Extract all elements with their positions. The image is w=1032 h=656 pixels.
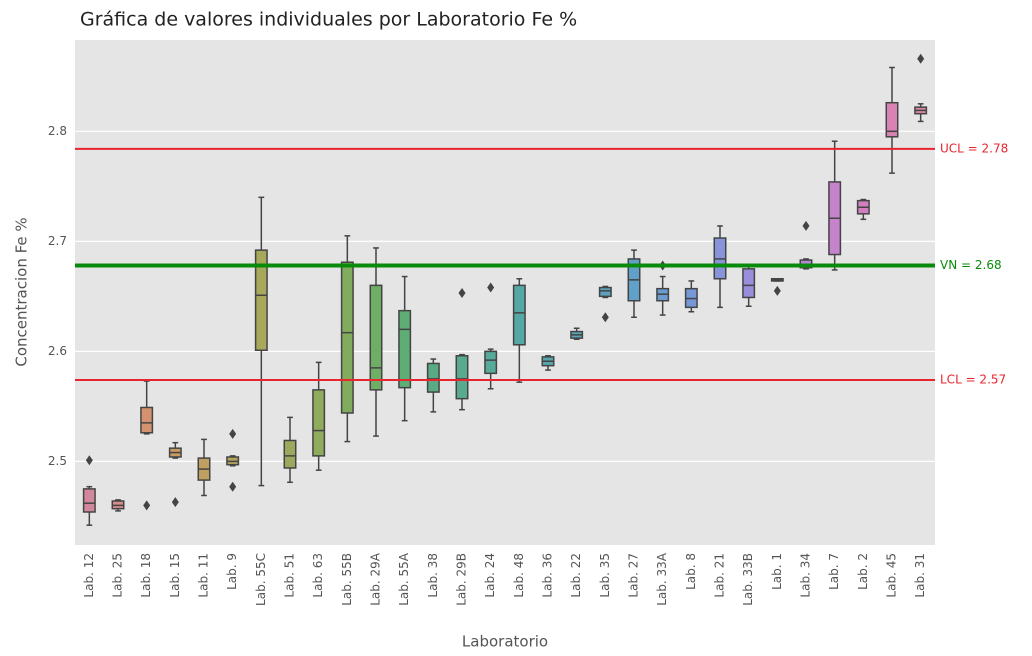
outlier [229, 428, 237, 439]
x-tick-label: Lab. 34 [799, 553, 813, 598]
x-tick-label: Lab. 24 [483, 553, 497, 598]
x-tick-label: Lab. 48 [512, 553, 526, 598]
x-tick-label: Lab. 7 [827, 553, 841, 590]
x-tick-label: Lab. 29A [369, 552, 383, 606]
box [484, 350, 498, 375]
reference-label: UCL = 2.78 [940, 141, 1008, 155]
x-tick-label: Lab. 55A [397, 552, 411, 606]
y-tick-label: 2.6 [48, 344, 67, 358]
x-tick-label: Lab. 55C [254, 553, 268, 606]
outlier [487, 282, 495, 293]
x-tick-label: Lab. 33A [655, 552, 669, 606]
outlier [458, 288, 466, 299]
x-tick-label: Lab. 9 [225, 553, 239, 590]
x-tick-label: Lab. 35 [598, 553, 612, 598]
y-tick-label: 2.8 [48, 124, 67, 138]
box [512, 284, 526, 346]
box [140, 406, 154, 434]
x-tick-label: Lab. 15 [168, 553, 182, 598]
x-tick-label: Lab. 55B [340, 553, 354, 606]
x-tick-label: Lab. 38 [426, 553, 440, 598]
outlier [171, 497, 179, 508]
x-tick-label: Lab. 11 [197, 553, 211, 598]
box [398, 309, 412, 389]
outlier [917, 53, 925, 64]
x-tick-label: Lab. 29B [455, 553, 469, 606]
outlier [143, 500, 151, 511]
box [742, 268, 756, 299]
x-tick-label: Lab. 27 [627, 553, 641, 598]
x-tick-label: Lab. 2 [856, 553, 870, 590]
x-tick-label: Lab. 8 [684, 553, 698, 590]
x-tick-label: Lab. 63 [311, 553, 325, 598]
outlier [85, 455, 93, 466]
y-tick-label: 2.7 [48, 234, 67, 248]
box [455, 355, 469, 400]
outlier [802, 220, 810, 231]
box [369, 284, 383, 391]
x-axis-label: Laboratorio [462, 633, 548, 651]
x-tick-label: Lab. 51 [283, 553, 297, 598]
box [254, 249, 268, 352]
box [312, 389, 326, 457]
box [885, 101, 899, 138]
x-tick-label: Lab. 31 [913, 553, 927, 598]
x-tick-label: Lab. 12 [82, 553, 96, 598]
x-tick-label: Lab. 36 [541, 553, 555, 598]
chart-title: Gráfica de valores individuales por Labo… [80, 9, 577, 31]
x-tick-label: Lab. 18 [139, 553, 153, 598]
reference-label: VN = 2.68 [940, 258, 1002, 272]
x-tick-label: Lab. 22 [569, 553, 583, 598]
x-tick-label: Lab. 33B [741, 553, 755, 606]
outlier [601, 312, 609, 323]
box [598, 286, 612, 298]
box [82, 488, 96, 513]
box [340, 261, 354, 414]
x-tick-label: Lab. 25 [111, 553, 125, 598]
x-tick-label: Lab. 21 [713, 553, 727, 598]
y-axis-label: Concentracion Fe % [13, 217, 31, 366]
outlier [773, 285, 781, 296]
x-tick-label: Lab. 45 [885, 553, 899, 598]
y-tick-label: 2.5 [48, 454, 67, 468]
reference-label: LCL = 2.57 [940, 372, 1006, 386]
outlier [229, 481, 237, 492]
box [283, 439, 297, 469]
x-tick-label: Lab. 1 [770, 553, 784, 590]
box [426, 362, 440, 393]
